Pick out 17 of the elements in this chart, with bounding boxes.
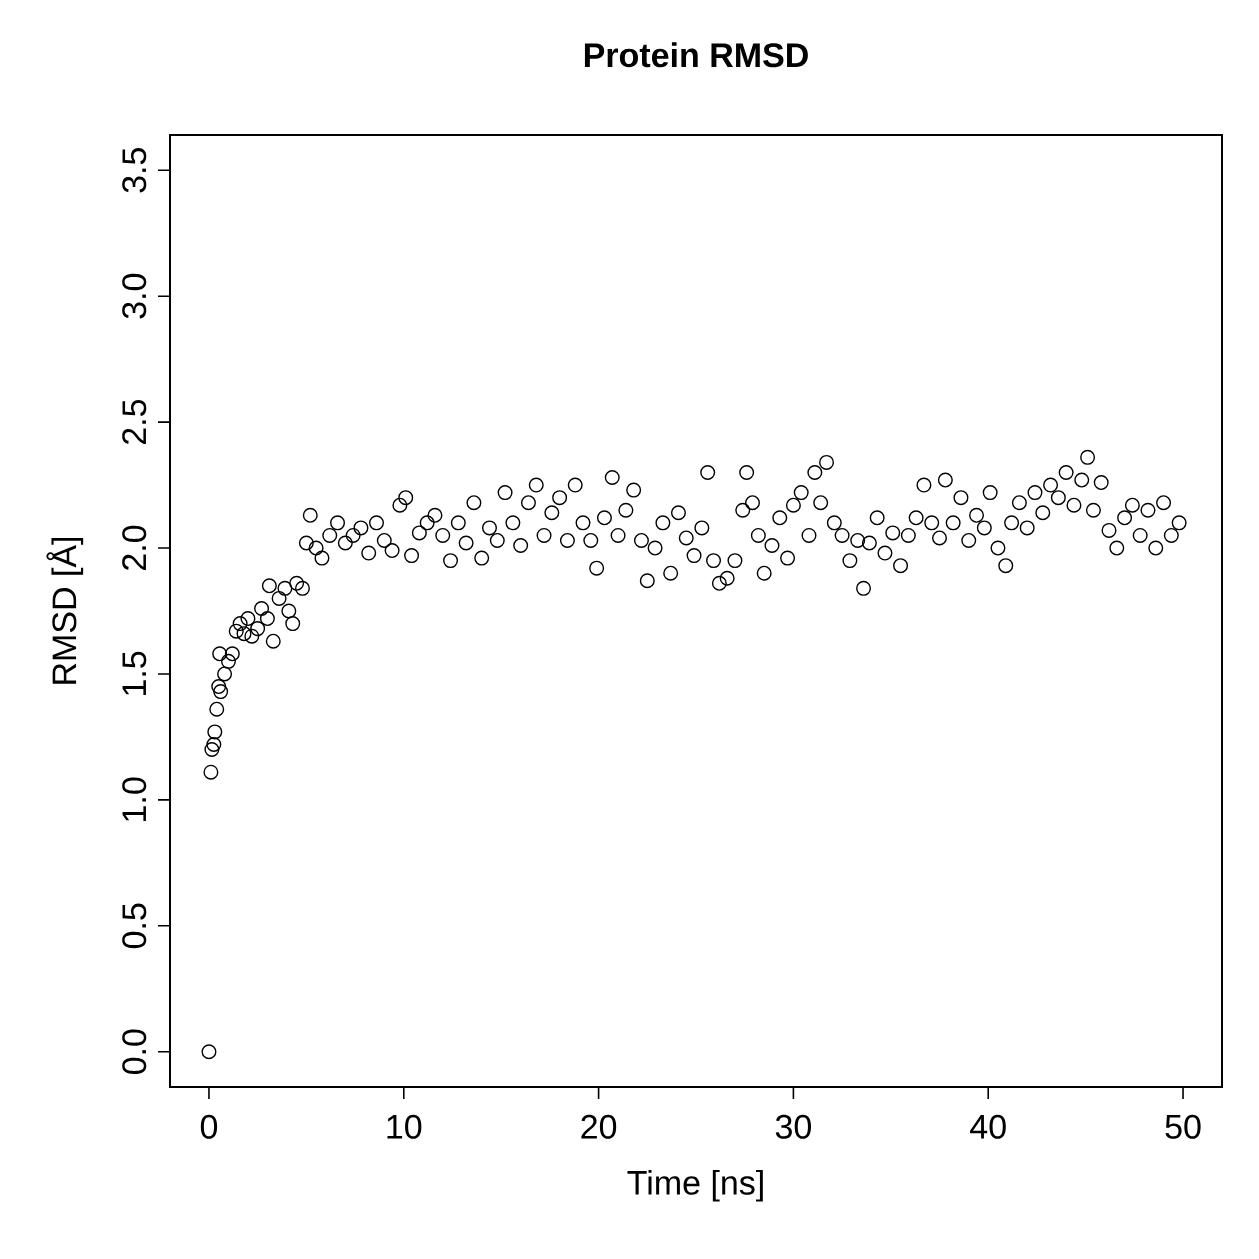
x-tick-label: 10 <box>387 1114 422 1139</box>
y-tick-label: 0.5 <box>122 903 147 949</box>
y-tick-label: 3.5 <box>122 148 147 193</box>
x-tick-label: 30 <box>775 1114 811 1139</box>
y-tick-label: 0.0 <box>122 1029 147 1075</box>
y-tick-label: 2.5 <box>122 399 147 445</box>
y-tick-label: 1.5 <box>122 651 147 695</box>
y-tick-label: 1.0 <box>122 777 147 821</box>
y-tick-label: 2.0 <box>122 525 147 570</box>
x-tick-label: 50 <box>1165 1114 1201 1139</box>
x-tick-label: 0 <box>200 1114 218 1139</box>
x-tick-label: 20 <box>581 1114 617 1139</box>
y-axis-title: RMSD [Å] <box>46 537 84 684</box>
chart-title: Protein RMSD <box>584 42 808 68</box>
y-tick-label: 3.0 <box>122 273 147 319</box>
x-axis-title: Time [ns] <box>627 1169 763 1202</box>
x-tick-label: 40 <box>970 1114 1006 1139</box>
